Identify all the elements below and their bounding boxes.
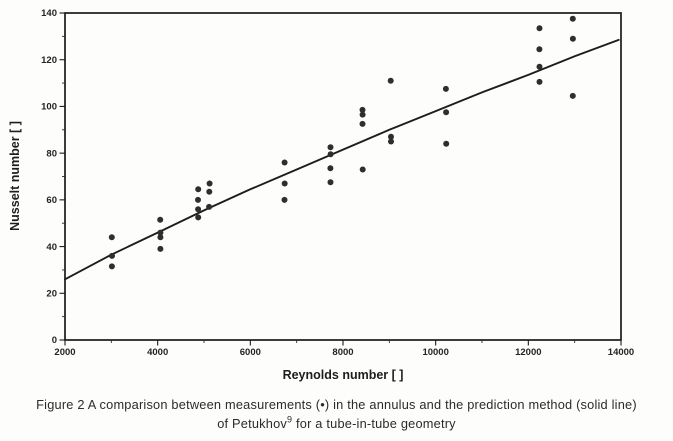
data-point xyxy=(388,133,394,140)
x-tick-label: 4000 xyxy=(147,347,168,358)
data-point xyxy=(195,196,201,203)
y-tick-label: 60 xyxy=(46,195,57,206)
data-point xyxy=(443,109,450,116)
x-tick-label: 8000 xyxy=(332,347,353,358)
prediction-line xyxy=(64,38,620,281)
axis-tick-labels: 2000 4000 6000 8000 10000 12000 14000 0 20 40 60 80… xyxy=(41,8,634,358)
plot-frame xyxy=(64,12,622,341)
x-tick-label: 14000 xyxy=(608,347,634,358)
figure-caption: Figure 2 A comparison between measuremen… xyxy=(0,396,673,433)
axis-ticks xyxy=(59,12,622,346)
data-point xyxy=(195,214,202,221)
data-point xyxy=(536,78,543,85)
data-point xyxy=(327,179,334,186)
data-point xyxy=(569,92,576,99)
data-point xyxy=(359,111,366,118)
data-point xyxy=(536,46,543,53)
data-point xyxy=(327,144,334,151)
y-tick-label: 20 xyxy=(46,288,57,299)
data-point xyxy=(109,252,115,259)
data-point xyxy=(195,206,202,213)
data-point xyxy=(388,138,394,145)
data-point xyxy=(157,234,164,241)
figure-caption-line2-pre: of Petukhov xyxy=(217,415,288,431)
y-axis-title: Nusselt number [ ] xyxy=(8,121,22,231)
data-point xyxy=(108,234,115,241)
prediction-line-path xyxy=(64,38,620,281)
data-point xyxy=(359,120,366,127)
y-tick-label: 0 xyxy=(52,335,57,346)
data-point xyxy=(108,263,115,270)
y-tick-label: 80 xyxy=(46,148,57,159)
data-point xyxy=(442,85,449,92)
data-point xyxy=(157,229,164,236)
scatter-chart: 2000 4000 6000 8000 10000 12000 14000 0 20 40 60 80… xyxy=(8,8,634,382)
figure-caption-line2: of Petukhov9 for a tube-in-tube geometry xyxy=(0,415,673,434)
data-point xyxy=(387,77,394,84)
data-point xyxy=(327,151,334,158)
data-point xyxy=(157,216,164,223)
y-tick-label: 40 xyxy=(46,242,57,253)
data-point xyxy=(157,245,164,252)
data-point xyxy=(281,159,288,166)
y-tick-label: 120 xyxy=(41,55,57,66)
data-point xyxy=(206,180,213,187)
measurement-points xyxy=(108,15,576,270)
x-tick-label: 10000 xyxy=(422,347,448,358)
data-point xyxy=(206,188,213,195)
y-tick-label: 140 xyxy=(41,8,57,19)
data-point xyxy=(536,25,543,32)
data-point xyxy=(206,203,213,210)
data-point xyxy=(327,165,334,172)
data-point xyxy=(359,166,366,173)
x-tick-label: 6000 xyxy=(240,347,261,358)
x-tick-label: 12000 xyxy=(515,347,541,358)
figure-caption-reference-superscript: 9 xyxy=(287,414,293,425)
data-point xyxy=(443,140,450,147)
data-point xyxy=(536,63,543,70)
data-point xyxy=(195,186,202,193)
x-axis-title: Reynolds number [ ] xyxy=(283,368,404,382)
data-point xyxy=(569,15,576,22)
figure-caption-line1: Figure 2 A comparison between measuremen… xyxy=(36,397,637,412)
figure-caption-line2-post: for a tube-in-tube geometry xyxy=(292,415,456,431)
data-point xyxy=(569,35,576,42)
data-point xyxy=(281,180,288,187)
data-point xyxy=(359,106,366,113)
y-tick-label: 100 xyxy=(41,102,57,113)
x-tick-label: 2000 xyxy=(54,347,75,358)
data-point xyxy=(281,196,288,203)
